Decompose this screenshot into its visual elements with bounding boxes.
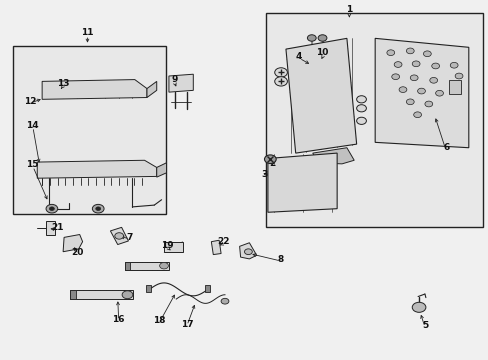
Circle shape: [423, 51, 430, 57]
Text: 17: 17: [180, 320, 193, 329]
Circle shape: [413, 112, 421, 118]
Bar: [13, 45, 166, 214]
Polygon shape: [168, 74, 193, 92]
Text: 22: 22: [216, 237, 229, 246]
Polygon shape: [374, 39, 468, 148]
Text: 16: 16: [112, 315, 125, 324]
Bar: [205, 285, 210, 292]
Circle shape: [429, 77, 437, 83]
Polygon shape: [147, 81, 157, 98]
Text: 7: 7: [126, 233, 133, 242]
Circle shape: [96, 207, 101, 211]
Circle shape: [356, 96, 366, 103]
Text: 1: 1: [346, 5, 352, 14]
Polygon shape: [157, 163, 166, 177]
Circle shape: [307, 35, 316, 41]
Circle shape: [356, 117, 366, 125]
Bar: [163, 242, 182, 252]
Polygon shape: [312, 148, 353, 164]
Bar: [448, 80, 461, 94]
Circle shape: [391, 74, 399, 80]
Text: 8: 8: [277, 255, 284, 264]
Text: 9: 9: [171, 75, 177, 84]
Bar: [70, 290, 76, 299]
Text: 10: 10: [316, 48, 328, 57]
Circle shape: [46, 204, 58, 213]
Text: 20: 20: [71, 248, 84, 257]
Circle shape: [264, 155, 276, 163]
Circle shape: [411, 302, 425, 312]
Circle shape: [417, 88, 425, 94]
Text: 18: 18: [153, 316, 165, 325]
Bar: [125, 262, 168, 270]
Circle shape: [221, 298, 228, 304]
Circle shape: [115, 233, 123, 239]
Text: 11: 11: [81, 28, 94, 37]
Circle shape: [424, 101, 432, 107]
Circle shape: [356, 105, 366, 112]
Text: 2: 2: [269, 159, 275, 168]
Bar: [70, 290, 133, 299]
Bar: [266, 13, 483, 226]
Polygon shape: [110, 227, 128, 244]
Circle shape: [274, 77, 287, 86]
Circle shape: [398, 87, 406, 93]
Circle shape: [435, 90, 443, 96]
Circle shape: [406, 48, 413, 54]
Text: 6: 6: [443, 143, 449, 152]
Text: 12: 12: [23, 97, 36, 106]
Circle shape: [411, 61, 419, 67]
Circle shape: [386, 50, 394, 55]
Bar: [146, 285, 151, 292]
Text: 13: 13: [57, 80, 69, 89]
Polygon shape: [42, 80, 147, 99]
Circle shape: [393, 62, 401, 67]
Bar: [45, 221, 55, 234]
Circle shape: [122, 291, 133, 299]
Text: 14: 14: [25, 121, 38, 130]
Text: 5: 5: [421, 321, 427, 330]
Text: 3: 3: [261, 170, 267, 179]
Polygon shape: [63, 234, 82, 252]
Circle shape: [159, 262, 168, 269]
Text: 4: 4: [295, 52, 302, 61]
Polygon shape: [267, 153, 336, 212]
Text: 15: 15: [25, 160, 38, 169]
Circle shape: [449, 62, 457, 68]
Text: 21: 21: [51, 223, 63, 232]
Polygon shape: [285, 39, 356, 153]
Circle shape: [318, 35, 326, 41]
Circle shape: [274, 68, 287, 77]
Polygon shape: [211, 240, 221, 255]
Circle shape: [406, 99, 413, 105]
Circle shape: [244, 249, 252, 255]
Circle shape: [409, 75, 417, 81]
Polygon shape: [239, 243, 256, 259]
Circle shape: [92, 204, 104, 213]
Circle shape: [454, 73, 462, 79]
Bar: [125, 262, 130, 270]
Circle shape: [431, 63, 439, 69]
Polygon shape: [37, 160, 157, 178]
Text: 19: 19: [161, 241, 173, 250]
Circle shape: [49, 207, 54, 211]
